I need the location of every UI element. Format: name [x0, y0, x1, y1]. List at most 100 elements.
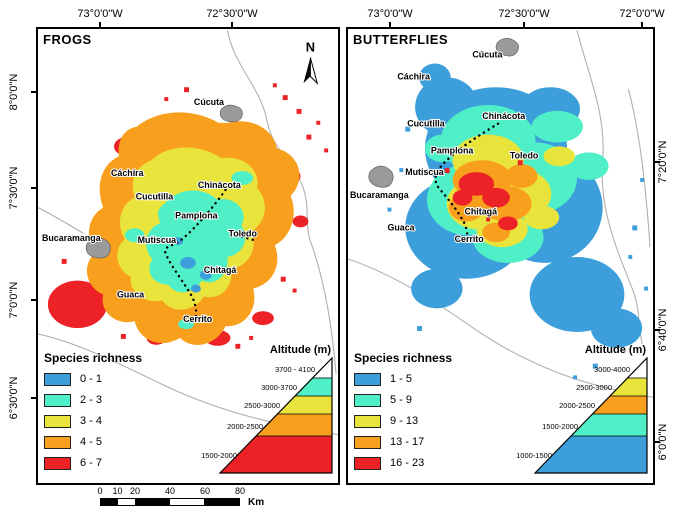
- altitude-band-label: 2000-2500: [227, 422, 263, 431]
- legend-label: 1 - 5: [390, 373, 413, 385]
- legend-title: Species richness: [354, 351, 453, 365]
- legend-swatch: [354, 414, 381, 428]
- graticule-tick: [99, 22, 101, 27]
- altitude-band-label: 2000-2500: [559, 401, 595, 410]
- map-panel-butterflies: Cúcuta Cáchira Chinácota Cucutilla Pampl…: [346, 27, 655, 485]
- legend-label: 6 - 7: [80, 457, 103, 469]
- city-label-chinacota: Chinácota: [198, 180, 241, 190]
- city-polygon-cucuta: [495, 37, 519, 57]
- legend-swatch: [354, 393, 381, 407]
- legend-swatch: [44, 435, 71, 449]
- legend-row: 4 - 5: [44, 435, 174, 449]
- altitude-band-label: 3700 - 4100: [275, 365, 315, 374]
- city-label-bucaramanga: Bucaramanga: [42, 233, 101, 243]
- transect-line: [434, 122, 500, 244]
- altitude-band-label: 3000-3700: [261, 383, 297, 392]
- latitude-tick-label: 7°30'0"N: [8, 166, 20, 210]
- graticule-tick: [31, 397, 36, 399]
- boundary-line: [226, 29, 337, 374]
- butterflies-map-svg: Cúcuta Cáchira Chinácota Cucutilla Pampl…: [348, 29, 653, 398]
- city-label-toledo: Toledo: [228, 228, 257, 238]
- city-label-cucuta: Cúcuta: [472, 50, 502, 60]
- panel-title-frogs: FROGS: [43, 32, 92, 47]
- legend-label: 13 - 17: [390, 436, 425, 448]
- richness-layer-cyan: [124, 171, 254, 330]
- frogs-map-svg: Cúcuta Cáchira Cucutilla Chinácota Pampl…: [38, 29, 338, 436]
- city-label-chinacota: Chinácota: [482, 111, 525, 121]
- altitude-band-label: 1500-2000: [201, 451, 237, 460]
- altitude-legend: Altitude (m) 3700 - 4100 3000-3700 2500-…: [183, 344, 335, 480]
- latitude-tick-label: 8°0'0"N: [8, 73, 20, 111]
- city-label-bucaramanga: Bucaramanga: [350, 190, 409, 200]
- scale-bar-segments: [100, 498, 240, 506]
- legend-row: 9 - 13: [354, 414, 484, 428]
- city-label-pamplona: Pamplona: [175, 211, 217, 221]
- graticule-tick: [231, 22, 233, 27]
- legend-row: 2 - 3: [44, 393, 174, 407]
- scale-tick-label: 80: [234, 486, 246, 496]
- longitude-tick-label: 73°0'0"W: [77, 8, 123, 20]
- boundary-line: [38, 207, 84, 234]
- latitude-tick-label: 6°30'0"N: [8, 376, 20, 420]
- city-polygon-cucuta: [219, 104, 243, 123]
- city-label-cucutilla: Cucutilla: [136, 192, 174, 202]
- altitude-band-label: 1500-2000: [542, 422, 578, 431]
- scale-tick-label: 0: [97, 486, 103, 496]
- altitude-band-label: 2500-3000: [244, 401, 280, 410]
- legend-swatch: [354, 456, 381, 470]
- altitude-title: Altitude (m): [269, 344, 331, 356]
- legend-row: 0 - 1: [44, 372, 174, 386]
- legend-row: 13 - 17: [354, 435, 484, 449]
- legend-label: 9 - 13: [390, 415, 419, 427]
- graticule-tick: [655, 161, 660, 163]
- richness-layer-red: [444, 160, 523, 231]
- graticule-tick: [31, 187, 36, 189]
- scale-segment: [204, 499, 239, 505]
- city-label-guaca: Guaca: [117, 289, 144, 299]
- city-label-cachira: Cáchira: [397, 71, 430, 81]
- altitude-band-label: 2500-3000: [576, 383, 612, 392]
- boundary-line: [348, 258, 653, 398]
- graticule-tick: [389, 22, 391, 27]
- graticule-tick: [641, 22, 643, 27]
- legend-swatch: [44, 456, 71, 470]
- legend-row: 6 - 7: [44, 456, 174, 470]
- legend-row: 5 - 9: [354, 393, 484, 407]
- city-label-toledo: Toledo: [510, 150, 539, 160]
- scale-unit-label: Km: [248, 497, 265, 508]
- scale-tick-label: 60: [199, 486, 211, 496]
- scale-tick-label: 40: [164, 486, 176, 496]
- altitude-band-label: 3000-4000: [594, 365, 630, 374]
- city-label-cachira: Cáchira: [111, 168, 144, 178]
- legend-swatch: [354, 435, 381, 449]
- legend-row: 1 - 5: [354, 372, 484, 386]
- species-richness-legend: Species richness 1 - 5 5 - 9 9 - 13 13 -…: [354, 351, 484, 477]
- legend-row: 16 - 23: [354, 456, 484, 470]
- scale-segment: [118, 499, 136, 505]
- latitude-tick-label: 7°0'0"N: [8, 281, 20, 319]
- graticule-tick: [655, 441, 660, 443]
- graticule-tick: [31, 91, 36, 93]
- altitude-title: Altitude (m): [584, 344, 646, 356]
- longitude-tick-label: 72°30'0"W: [498, 8, 550, 20]
- city-label-chitaga: Chitagá: [464, 207, 497, 217]
- legend-label: 3 - 4: [80, 415, 103, 427]
- city-label-mutiscua: Mutiscua: [405, 167, 444, 177]
- graticule-tick: [523, 22, 525, 27]
- north-arrow: N: [303, 40, 319, 85]
- legend-swatch: [44, 372, 71, 386]
- legend-label: 4 - 5: [80, 436, 103, 448]
- altitude-wedge: 3700 - 4100 3000-3700 2500-3000 2000-250…: [201, 356, 333, 474]
- scale-bar: 0 10 20 40 60 80 Km: [97, 486, 280, 516]
- legend-label: 5 - 9: [390, 394, 413, 406]
- altitude-wedge: 3000-4000 2500-3000 2000-2500 1500-2000 …: [516, 356, 648, 474]
- scale-segment: [135, 499, 170, 505]
- legend-label: 2 - 3: [80, 394, 103, 406]
- city-label-cucuta: Cúcuta: [194, 97, 224, 107]
- city-polygon-bucaramanga: [85, 237, 111, 259]
- boundary-line: [627, 89, 651, 248]
- longitude-tick-label: 73°0'0"W: [367, 8, 413, 20]
- altitude-band: [535, 358, 647, 378]
- city-label-chitaga: Chitagá: [204, 265, 237, 275]
